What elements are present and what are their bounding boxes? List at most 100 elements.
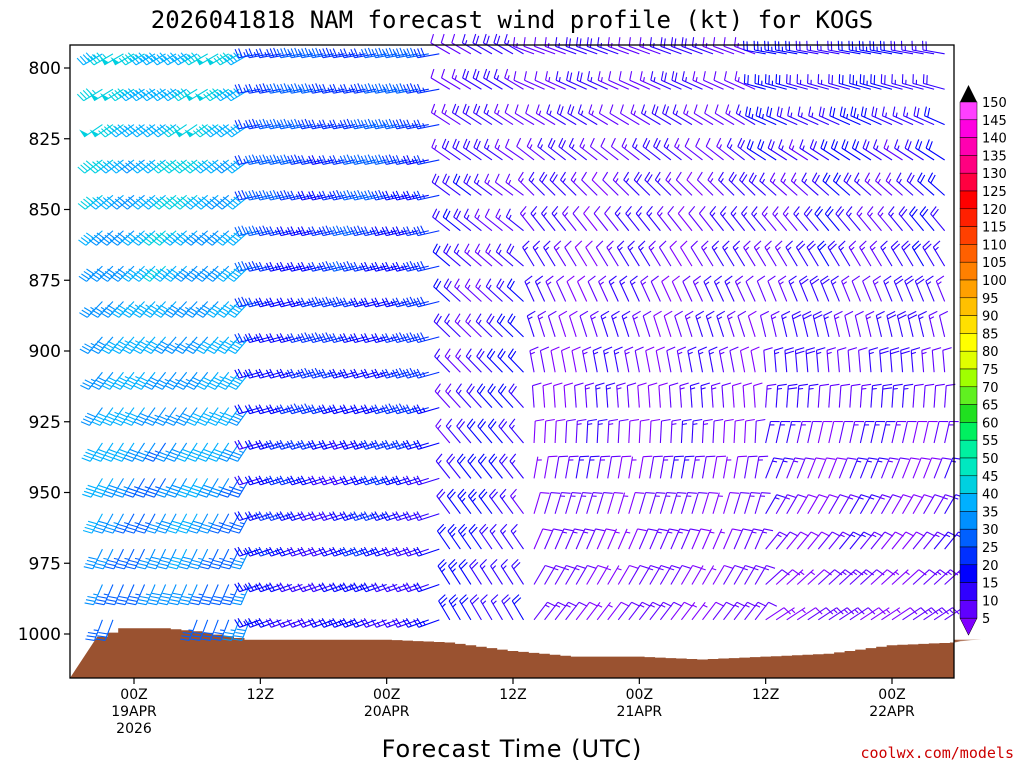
wind-barb [733,528,753,550]
wind-barb [329,189,356,201]
wind-barb [755,106,777,126]
wind-barb [255,368,282,379]
wind-barb [79,301,103,318]
colorbar-swatch [959,422,978,441]
wind-barb [923,106,945,126]
wind-barb [505,173,524,196]
wind-barb [339,225,366,237]
wind-barb [360,189,387,201]
wind-barb [624,346,634,373]
wind-barb [523,71,545,90]
wind-barb [287,226,314,237]
wind-barb [76,88,103,102]
wind-barb [839,607,865,621]
wind-barb [350,225,377,237]
y-tick: 875 [29,271,70,291]
wind-barb [430,68,451,90]
credit-link[interactable]: coolwx.com/models [860,744,1014,762]
wind-barb [655,346,665,373]
wind-barb [446,453,461,479]
wind-barb [765,569,790,585]
wind-barb [574,382,584,408]
wind-barb [659,492,676,514]
wind-barb [638,492,655,514]
wind-barb [544,455,558,479]
wind-barb [371,154,398,165]
wind-barb [670,601,693,621]
wind-barb [692,275,703,302]
wind-barb [371,47,398,59]
wind-barb [448,594,461,621]
wind-barb [402,546,429,557]
wind-barb [90,371,114,390]
wind-barb [788,275,798,302]
wind-barb-layer [76,33,970,641]
wind-barb [431,138,451,161]
wind-barb [928,310,938,337]
wind-barb [896,310,907,337]
wind-barb [714,104,735,126]
wind-barb [297,367,324,379]
wind-barb [318,190,345,201]
wind-barb [504,68,524,90]
wind-barb [360,226,387,237]
wind-barb [730,205,746,232]
wind-barb [587,275,598,302]
wind-barb [532,240,546,267]
wind-barb [621,137,640,161]
wind-barb [308,83,335,94]
wind-barb [308,404,335,415]
wind-barb [504,138,524,161]
wind-barb [179,584,198,606]
wind-barb [907,310,918,337]
wind-barb [94,548,114,570]
wind-barb [131,265,156,282]
wind-barb [505,208,524,232]
wind-barb [647,382,658,408]
wind-barb [442,208,461,232]
wind-barb [675,171,693,196]
wind-barb [550,346,560,373]
wind-barb [339,333,366,344]
wind-barb [490,559,503,585]
wind-barb [188,548,209,570]
wind-barb [205,336,230,354]
wind-barb [214,230,240,246]
wind-barb [545,71,566,90]
wind-barb [255,154,282,165]
wind-barb [437,559,451,585]
wind-barb [464,278,482,302]
wind-barb [462,103,482,126]
wind-barb [809,275,820,302]
wind-barb [696,171,714,196]
wind-barb [817,74,840,90]
wind-barb [637,382,647,408]
wind-barb [297,190,324,201]
wind-barb [89,265,114,282]
wind-barb [215,301,240,318]
wind-barb [901,74,924,90]
wind-barb [848,240,861,267]
wind-barb [195,371,219,390]
wind-barb [632,137,651,161]
wind-barb [705,310,715,338]
wind-barb [584,382,595,408]
wind-barb [544,492,561,514]
wind-barb [453,208,472,232]
wind-barb [266,189,293,201]
wind-barb [869,240,882,267]
wind-barb [595,382,605,408]
wind-barb [819,275,830,302]
wind-barb [733,564,755,585]
wind-barb [225,265,251,282]
wind-barb [859,457,878,479]
wind-barb [596,601,613,621]
wind-barb [200,584,219,606]
wind-barb [777,275,788,302]
wind-barb [558,137,577,161]
wind-barb [639,71,661,90]
wind-barb [666,346,676,373]
wind-barb [467,453,482,479]
wind-barb [163,336,188,354]
colorbar-swatch [959,333,978,352]
